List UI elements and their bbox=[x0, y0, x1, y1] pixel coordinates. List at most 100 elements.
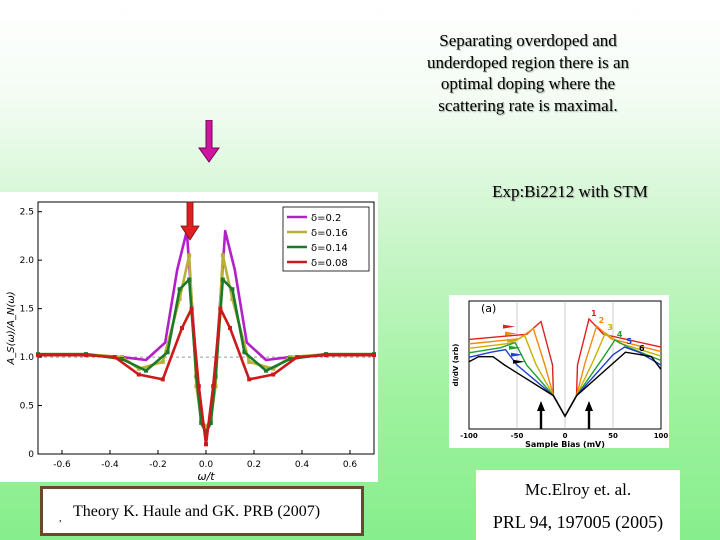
stray-mark: , bbox=[59, 513, 62, 524]
x-axis-label: ω/t bbox=[197, 470, 215, 482]
arrow-shape bbox=[198, 120, 220, 163]
curve-label: 5 bbox=[627, 337, 633, 346]
data-point bbox=[194, 374, 199, 379]
experiment-citation: PRL 94, 197005 (2005) bbox=[492, 512, 664, 532]
arrow-marker-icon bbox=[513, 359, 525, 364]
up-arrow-icon bbox=[585, 401, 593, 429]
data-point bbox=[211, 384, 216, 389]
x-tick-label: 100 bbox=[654, 432, 669, 440]
experiment-authors: Mc.Elroy et. al. bbox=[524, 480, 632, 499]
y-tick-label: 0.5 bbox=[20, 402, 34, 412]
data-point bbox=[160, 359, 165, 364]
curve-label: 3 bbox=[607, 323, 613, 332]
arrow-marker-icon bbox=[507, 338, 519, 343]
legend-label: δ=0.16 bbox=[311, 228, 348, 239]
data-point bbox=[199, 420, 204, 425]
series-line bbox=[468, 351, 662, 418]
arrow-marker-icon bbox=[509, 345, 521, 350]
theory-chart: -0.6 -0.4 -0.2 0.0 0.2 0.4 0.6 0 0.5 1.0 1.5 2.0 2.5… bbox=[6, 201, 376, 483]
data-point bbox=[230, 287, 235, 292]
x-tick-label: 0.2 bbox=[247, 460, 261, 470]
data-point bbox=[271, 372, 276, 377]
legend-label: δ=0.14 bbox=[311, 243, 348, 254]
data-point bbox=[36, 353, 40, 358]
y-axis-label: dI/dV (arb) bbox=[452, 344, 460, 387]
data-point bbox=[228, 326, 232, 330]
exp-label: Exp:Bi2212 with STM bbox=[492, 182, 648, 201]
y-tick-label: 1.5 bbox=[20, 305, 34, 315]
x-tick-label: 0.0 bbox=[199, 460, 214, 470]
theory-chart-panel: -0.6 -0.4 -0.2 0.0 0.2 0.4 0.6 0 0.5 1.0 1.5 2.0 2.5… bbox=[0, 192, 378, 483]
arrow-marker-icon bbox=[511, 352, 523, 357]
series-line bbox=[38, 254, 374, 429]
caption-line: Separating overdoped and bbox=[439, 31, 617, 50]
data-point bbox=[220, 253, 225, 258]
data-point bbox=[180, 326, 184, 330]
data-point bbox=[136, 366, 141, 371]
data-point bbox=[189, 306, 194, 311]
data-point bbox=[84, 353, 88, 358]
data-point bbox=[242, 350, 247, 355]
data-point bbox=[208, 420, 213, 425]
data-point bbox=[213, 374, 218, 379]
data-point bbox=[271, 366, 276, 371]
series-line bbox=[38, 307, 374, 446]
data-point bbox=[218, 306, 223, 311]
y-tick-label: 0 bbox=[28, 450, 34, 460]
arrow-marker-icon bbox=[503, 324, 515, 329]
x-tick-label: -0.2 bbox=[149, 460, 167, 470]
data-point bbox=[288, 357, 292, 362]
data-point bbox=[196, 384, 201, 389]
caption: Separating overdoped and underdoped regi… bbox=[408, 30, 648, 116]
theory-reference: Theory K. Haule and GK. PRB (2007) bbox=[73, 503, 321, 520]
y-tick-label: 1.0 bbox=[20, 353, 35, 363]
data-point bbox=[165, 350, 170, 355]
data-point bbox=[204, 430, 208, 435]
peak-arrow-icon bbox=[180, 201, 200, 241]
data-point bbox=[372, 353, 376, 358]
data-point bbox=[177, 296, 182, 301]
data-point bbox=[264, 368, 268, 373]
data-point bbox=[204, 442, 208, 447]
curve-label: 4 bbox=[617, 330, 623, 339]
x-tick-label: -50 bbox=[511, 432, 524, 440]
x-tick-label: -0.6 bbox=[53, 460, 71, 470]
data-point bbox=[247, 359, 252, 364]
x-tick-label: -0.4 bbox=[101, 460, 119, 470]
data-point bbox=[177, 287, 182, 292]
x-axis-label: Sample Bias (mV) bbox=[525, 440, 605, 448]
data-point bbox=[112, 355, 117, 360]
data-point bbox=[230, 296, 235, 301]
x-tick-label: -100 bbox=[460, 432, 478, 440]
caption-line: optimal doping where the bbox=[440, 74, 616, 93]
data-point bbox=[120, 357, 124, 362]
caption-line: underdoped region there is an bbox=[426, 52, 630, 72]
x-tick-label: 0.4 bbox=[295, 460, 310, 470]
curve-label: 1 bbox=[591, 309, 597, 318]
up-arrow-icon bbox=[537, 401, 545, 429]
y-axis-label: A_S(ω)/A_N(ω) bbox=[6, 291, 17, 365]
y-tick-label: 2.5 bbox=[20, 208, 34, 218]
theory-reference-box: , Theory K. Haule and GK. PRB (2007) bbox=[40, 486, 364, 536]
down-arrow-icon bbox=[198, 120, 220, 163]
data-point bbox=[247, 377, 252, 382]
data-point bbox=[187, 277, 192, 282]
legend-label: δ=0.08 bbox=[311, 258, 348, 269]
data-point bbox=[144, 368, 148, 373]
legend-label: δ=0.2 bbox=[311, 213, 341, 224]
data-point bbox=[160, 377, 165, 382]
curve-label: 2 bbox=[599, 316, 605, 325]
caption-line: scattering rate is maximal. bbox=[438, 95, 618, 115]
experiment-reference-box: Mc.Elroy et. al. PRL 94, 197005 (2005) bbox=[476, 470, 680, 540]
data-point bbox=[295, 355, 300, 360]
arrow-marker-icon bbox=[505, 331, 517, 336]
x-tick-label: 0.6 bbox=[343, 460, 358, 470]
data-point bbox=[204, 424, 208, 429]
data-point bbox=[187, 253, 192, 258]
x-tick-label: 0 bbox=[563, 432, 568, 440]
x-tick-label: 50 bbox=[608, 432, 618, 440]
stm-chart-panel: -100 -50 0 50 100 Sample Bias (mV) dI/dV (arb)… bbox=[449, 295, 669, 449]
y-tick-label: 2.0 bbox=[20, 256, 35, 266]
panel-label: (a) bbox=[481, 302, 496, 315]
stm-chart: -100 -50 0 50 100 Sample Bias (mV) dI/dV (arb)… bbox=[452, 300, 669, 449]
